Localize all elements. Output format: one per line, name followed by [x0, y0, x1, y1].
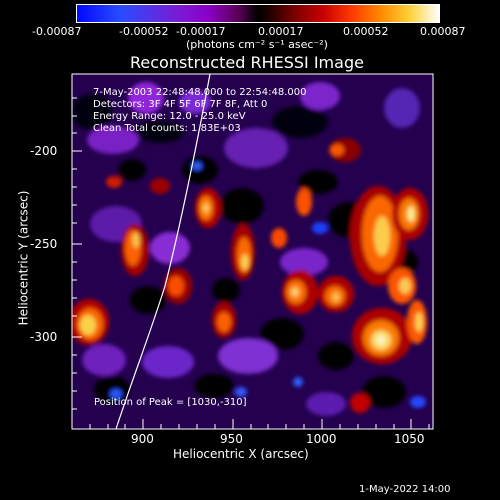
y-tick-label: -250: [30, 237, 58, 251]
x-tick-label: 1050: [394, 432, 425, 446]
x-tick-label: 950: [220, 432, 243, 446]
solar-limb-curve: [115, 74, 211, 429]
overlay-total-counts: Clean Total counts: 1.83E+03: [93, 123, 241, 134]
y-axis-ticks: [72, 97, 82, 410]
peak-position-label: Position of Peak = [1030,-310]: [94, 397, 247, 408]
colorbar-tick-label: -0.00017: [176, 25, 226, 38]
overlay-detectors: Detectors: 3F 4F 5F 6F 7F 8F, Att 0: [93, 99, 268, 110]
colorbar-tick-label: 0.00087: [420, 25, 466, 38]
colorbar-tick-label: 0.00052: [343, 25, 389, 38]
plot-frame: [71, 73, 434, 430]
heatmap-field: [72, 74, 433, 429]
y-axis-label: Heliocentric Y (arcsec): [16, 190, 31, 326]
overlay-energy-range: Energy Range: 12.0 - 25.0 keV: [93, 111, 246, 122]
x-axis-label: Heliocentric X (arcsec): [173, 447, 309, 461]
chart-title: Reconstructed RHESSI Image: [130, 53, 364, 72]
colorbar-tick-label: 0.00017: [258, 25, 304, 38]
x-tick-label: 1000: [306, 432, 337, 446]
colorbar-tick-label: -0.00052: [119, 25, 169, 38]
y-tick-label: -300: [30, 330, 58, 344]
colorbar-units-label: (photons cm⁻² s⁻¹ asec⁻²): [186, 38, 328, 51]
colorbar-tick-label: -0.00087: [32, 25, 82, 38]
colorbar: [76, 4, 440, 23]
x-tick-label: 900: [131, 432, 154, 446]
y-tick-label: -200: [30, 144, 58, 158]
overlay-time-range: 7-May-2003 22:48:48.000 to 22:54:48.000: [93, 87, 307, 98]
footer-date: 1-May-2022 14:00: [359, 484, 451, 495]
x-axis-ticks: [89, 419, 430, 429]
